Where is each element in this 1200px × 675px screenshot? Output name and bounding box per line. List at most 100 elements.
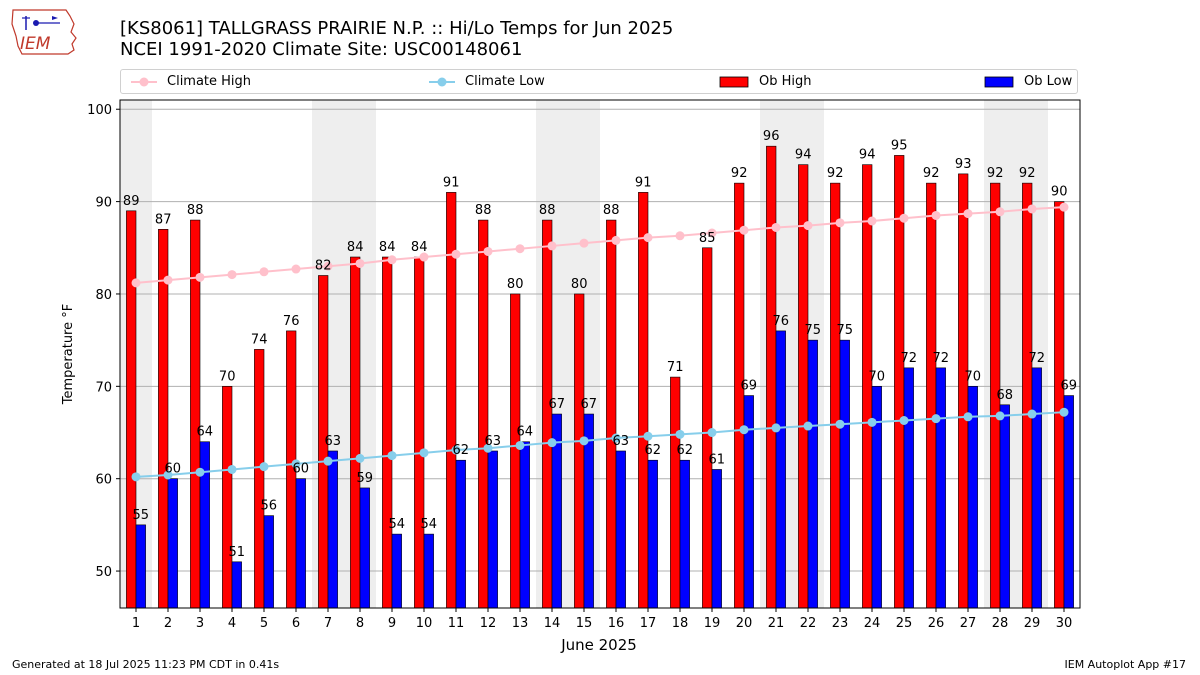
ob-low-label-3: 64: [197, 425, 214, 440]
ob-high-label-15: 80: [571, 277, 588, 292]
ob-high-bar-9: [382, 256, 393, 609]
ob-low-label-11: 62: [453, 443, 470, 458]
climate-high-point-20: [739, 225, 749, 235]
ob-low-label-16: 63: [613, 434, 630, 449]
ob-low-label-21: 76: [773, 314, 790, 329]
climate-high-point-2: [163, 275, 173, 285]
legend-label-climate-low: Climate Low: [465, 74, 545, 89]
x-tick-label-16: 16: [608, 616, 625, 631]
x-tick-label-19: 19: [704, 616, 721, 631]
ob-high-bar-16: [606, 219, 617, 609]
climate-low-point-15: [579, 436, 589, 446]
x-tick-label-2: 2: [164, 616, 172, 631]
ob-low-bar-16: [615, 450, 626, 609]
ob-high-bar-17: [638, 192, 649, 609]
ob-high-label-9: 84: [379, 240, 396, 255]
ob-high-bar-25: [894, 155, 905, 609]
ob-high-label-8: 84: [347, 240, 364, 255]
x-tick-label-11: 11: [448, 616, 465, 631]
x-tick-label-28: 28: [992, 616, 1009, 631]
ob-high-bar-12: [478, 219, 489, 609]
ob-high-bar-21: [766, 145, 777, 609]
climate-high-point-22: [803, 221, 813, 231]
climate-low-point-19: [707, 428, 717, 438]
climate-low-point-25: [899, 416, 909, 426]
legend-item-climate-low: Climate Low: [429, 70, 545, 93]
climate-high-point-17: [643, 233, 653, 243]
climate-low-point-13: [515, 440, 525, 450]
ob-high-bar-30: [1054, 201, 1065, 609]
ob-low-bar-30: [1063, 395, 1074, 609]
ob-low-label-6: 60: [293, 462, 310, 477]
ob-high-label-6: 76: [283, 314, 300, 329]
ob-high-bar-2: [158, 229, 169, 609]
ob-low-bar-23: [839, 339, 850, 609]
climate-low-point-17: [643, 431, 653, 441]
climate-low-point-30: [1059, 407, 1069, 417]
x-tick-label-15: 15: [576, 616, 593, 631]
ob-low-label-23: 75: [837, 323, 854, 338]
climate-low-point-21: [771, 423, 781, 433]
x-tick-label-1: 1: [132, 616, 140, 631]
climate-low-point-14: [547, 438, 557, 448]
y-tick-label-60: 60: [95, 473, 112, 488]
ob-high-label-12: 88: [475, 203, 492, 218]
climate-high-point-3: [195, 272, 205, 282]
ob-high-label-2: 87: [155, 212, 172, 227]
iem-logo: IEM: [8, 6, 82, 58]
ob-low-label-30: 69: [1061, 379, 1078, 394]
x-tick-label-12: 12: [480, 616, 497, 631]
ob-low-label-29: 72: [1029, 351, 1046, 366]
ob-high-bar-20: [734, 182, 745, 609]
ob-low-bar-21: [775, 330, 786, 609]
x-tick-label-8: 8: [356, 616, 364, 631]
ob-low-label-5: 56: [261, 499, 278, 514]
x-tick-label-23: 23: [832, 616, 849, 631]
ob-low-label-7: 63: [325, 434, 342, 449]
climate-high-point-7: [323, 261, 333, 271]
ob-low-label-9: 54: [389, 517, 406, 532]
ob-high-bar-29: [1022, 182, 1033, 609]
ob-high-label-18: 71: [667, 360, 684, 375]
ob-low-bar-19: [711, 469, 722, 609]
legend-item-ob-low: Ob Low: [984, 70, 1072, 93]
ob-high-label-19: 85: [699, 231, 716, 246]
ob-low-bar-1: [135, 524, 146, 609]
ob-low-label-10: 54: [421, 517, 438, 532]
ob-low-label-4: 51: [229, 545, 246, 560]
ob-high-bar-24: [862, 164, 873, 609]
ob-high-bar-13: [510, 293, 521, 609]
climate-high-point-18: [675, 231, 685, 241]
x-tick-label-9: 9: [388, 616, 396, 631]
x-tick-label-3: 3: [196, 616, 204, 631]
x-tick-label-21: 21: [768, 616, 785, 631]
ob-low-bar-26: [935, 367, 946, 609]
ob-high-label-20: 92: [731, 166, 748, 181]
climate-high-point-11: [451, 249, 461, 259]
climate-high-point-9: [387, 255, 397, 265]
climate-high-point-24: [867, 216, 877, 226]
x-tick-label-24: 24: [864, 616, 881, 631]
ob-high-label-22: 94: [795, 148, 812, 163]
ob-high-label-27: 93: [955, 157, 972, 172]
climate-high-point-15: [579, 238, 589, 248]
ob-high-label-13: 80: [507, 277, 524, 292]
ob-high-label-11: 91: [443, 175, 460, 190]
x-tick-label-27: 27: [960, 616, 977, 631]
ob-high-bar-10: [414, 256, 425, 609]
legend-label-ob-high: Ob High: [759, 74, 812, 89]
climate-high-point-8: [355, 258, 365, 268]
ob-low-bar-7: [327, 450, 338, 609]
ob-high-label-25: 95: [891, 138, 908, 153]
climate-low-point-4: [227, 464, 237, 474]
ob-high-bar-8: [350, 256, 361, 609]
ob-low-swatch: [984, 76, 1014, 87]
climate-high-point-19: [707, 228, 717, 238]
x-tick-label-10: 10: [416, 616, 433, 631]
ob-low-label-17: 62: [645, 443, 662, 458]
ob-low-label-15: 67: [581, 397, 598, 412]
climate-high-point-26: [931, 210, 941, 220]
climate-low-line: [135, 411, 1065, 478]
ob-high-bar-4: [222, 386, 233, 609]
